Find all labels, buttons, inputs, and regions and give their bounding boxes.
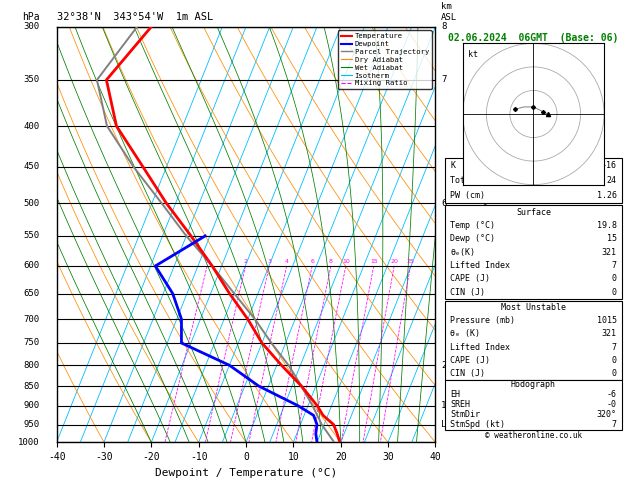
Text: 24: 24 (606, 176, 616, 185)
Text: 8: 8 (329, 259, 333, 264)
Text: 850: 850 (23, 382, 40, 391)
Text: 1: 1 (205, 259, 209, 264)
Text: 19.8: 19.8 (597, 221, 616, 230)
Text: 0: 0 (611, 275, 616, 283)
Text: 800: 800 (23, 361, 40, 370)
Text: Surface: Surface (516, 208, 551, 217)
Text: 0: 0 (611, 288, 616, 297)
Text: 550: 550 (23, 231, 40, 241)
Text: θₑ (K): θₑ (K) (450, 330, 481, 338)
Text: 6: 6 (441, 199, 447, 208)
Text: LCL: LCL (441, 420, 457, 429)
Text: 2: 2 (243, 259, 248, 264)
Text: Dewp (°C): Dewp (°C) (450, 234, 495, 243)
Text: 950: 950 (23, 420, 40, 429)
Text: kt: kt (467, 51, 477, 59)
Text: Pressure (mb): Pressure (mb) (450, 316, 515, 325)
Text: 650: 650 (23, 289, 40, 298)
Text: 500: 500 (23, 199, 40, 208)
X-axis label: Dewpoint / Temperature (°C): Dewpoint / Temperature (°C) (155, 468, 337, 478)
Text: 1.26: 1.26 (597, 191, 616, 200)
Text: -6: -6 (606, 390, 616, 399)
Text: 7: 7 (441, 75, 447, 85)
Text: Mixing Ratio (g/kg): Mixing Ratio (g/kg) (485, 187, 494, 282)
Text: 1: 1 (441, 401, 447, 410)
Bar (445, 380, 622, 430)
Text: 600: 600 (23, 261, 40, 270)
Text: 350: 350 (23, 75, 40, 85)
Text: 750: 750 (23, 338, 40, 347)
Text: Most Unstable: Most Unstable (501, 303, 566, 312)
Text: Hodograph: Hodograph (511, 381, 556, 389)
Text: 320°: 320° (597, 410, 616, 419)
Text: 6: 6 (310, 259, 314, 264)
Text: hPa: hPa (22, 12, 40, 22)
Legend: Temperature, Dewpoint, Parcel Trajectory, Dry Adiabat, Wet Adiabat, Isotherm, Mi: Temperature, Dewpoint, Parcel Trajectory… (338, 30, 432, 89)
Text: 25: 25 (406, 259, 415, 264)
Text: CAPE (J): CAPE (J) (450, 275, 490, 283)
Text: 321: 321 (601, 330, 616, 338)
Text: 20: 20 (390, 259, 398, 264)
Text: Temp (°C): Temp (°C) (450, 221, 495, 230)
Text: 15: 15 (370, 259, 377, 264)
Bar (445, 206, 622, 299)
Text: 300: 300 (23, 22, 40, 31)
Text: 400: 400 (23, 122, 40, 131)
Text: 450: 450 (23, 162, 40, 171)
Text: EH: EH (450, 390, 460, 399)
Text: θₑ(K): θₑ(K) (450, 248, 476, 257)
Text: CIN (J): CIN (J) (450, 369, 486, 378)
Text: CIN (J): CIN (J) (450, 288, 486, 297)
Text: CAPE (J): CAPE (J) (450, 356, 490, 364)
Text: -16: -16 (601, 161, 616, 170)
Text: Totals Totals: Totals Totals (450, 176, 515, 185)
Bar (445, 301, 622, 380)
Text: SREH: SREH (450, 400, 470, 409)
Text: 2: 2 (441, 361, 447, 370)
Text: 02.06.2024  06GMT  (Base: 06): 02.06.2024 06GMT (Base: 06) (448, 33, 619, 43)
Text: 4: 4 (285, 259, 289, 264)
Text: 700: 700 (23, 314, 40, 324)
Text: 0: 0 (611, 369, 616, 378)
Text: Lifted Index: Lifted Index (450, 343, 510, 351)
Text: 32°38'N  343°54'W  1m ASL: 32°38'N 343°54'W 1m ASL (57, 12, 213, 22)
Text: 7: 7 (611, 420, 616, 429)
Text: StmSpd (kt): StmSpd (kt) (450, 420, 505, 429)
Text: 8: 8 (441, 22, 447, 31)
Text: 15: 15 (606, 234, 616, 243)
Text: 1015: 1015 (597, 316, 616, 325)
Text: StmDir: StmDir (450, 410, 481, 419)
Text: 321: 321 (601, 248, 616, 257)
Text: 7: 7 (611, 261, 616, 270)
Text: 3: 3 (267, 259, 271, 264)
Text: km
ASL: km ASL (441, 2, 457, 22)
Text: © weatheronline.co.uk: © weatheronline.co.uk (485, 431, 582, 440)
Bar (445, 157, 622, 203)
Text: 1000: 1000 (18, 438, 40, 447)
Text: PW (cm): PW (cm) (450, 191, 486, 200)
Text: -0: -0 (606, 400, 616, 409)
Text: 0: 0 (611, 356, 616, 364)
Text: 900: 900 (23, 401, 40, 410)
Text: K: K (450, 161, 455, 170)
Text: Lifted Index: Lifted Index (450, 261, 510, 270)
Text: 10: 10 (342, 259, 350, 264)
Text: 7: 7 (611, 343, 616, 351)
